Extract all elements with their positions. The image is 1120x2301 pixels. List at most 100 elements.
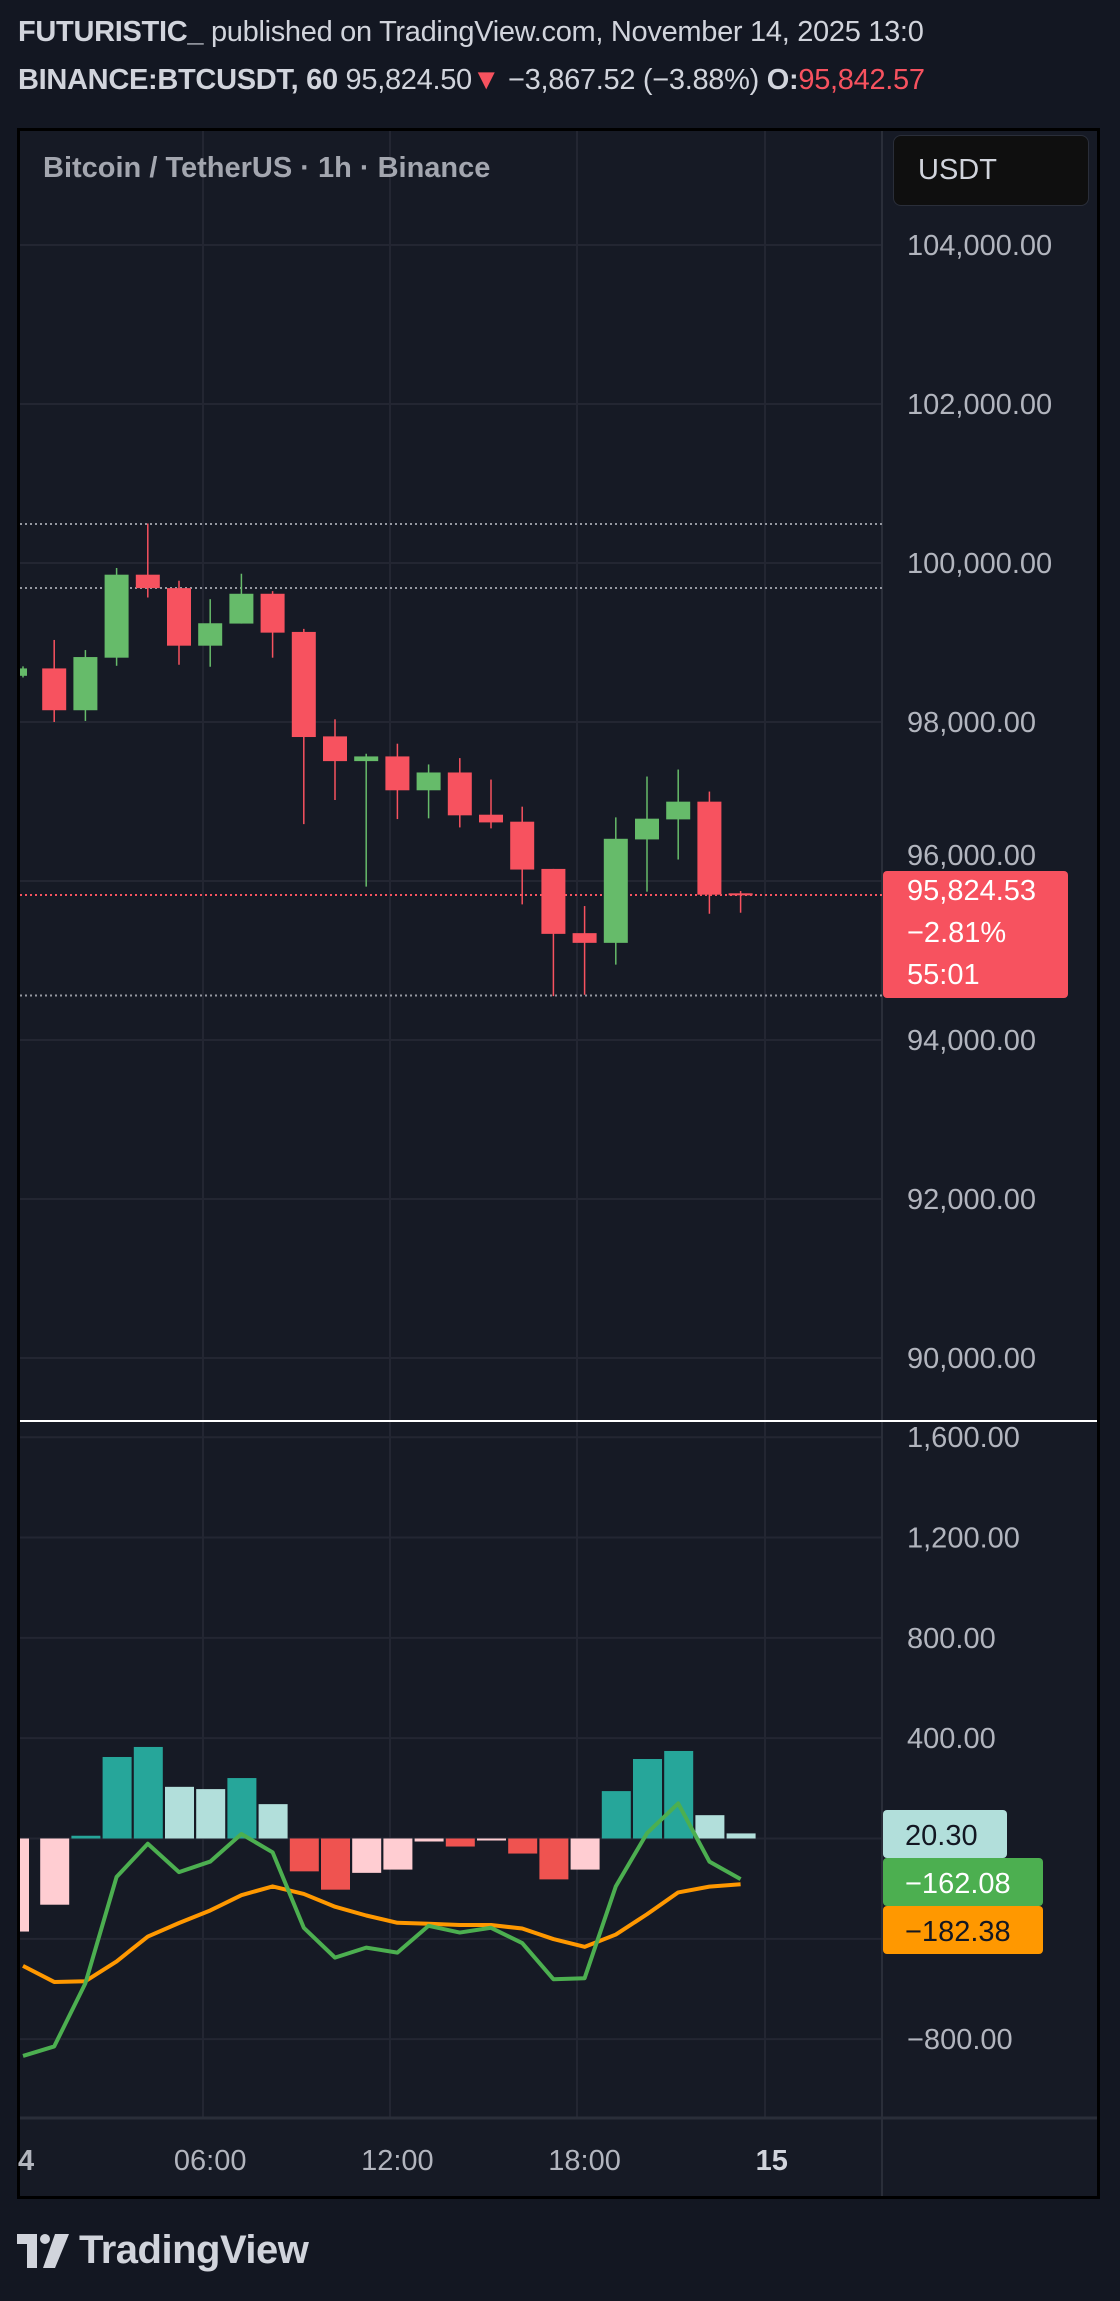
macd-value-label-bg bbox=[883, 1906, 1043, 1954]
candle bbox=[666, 769, 691, 860]
candle bbox=[135, 523, 160, 598]
macd-tick-label: 800.00 bbox=[907, 1623, 996, 1655]
histogram-bar bbox=[477, 1838, 506, 1841]
histogram-bar bbox=[196, 1789, 226, 1839]
price-tick-label: 90,000.00 bbox=[907, 1343, 1036, 1375]
last-price: 95,824.50 bbox=[337, 64, 473, 96]
candle-body bbox=[603, 838, 628, 943]
candle bbox=[635, 776, 659, 892]
open-label: O: bbox=[766, 64, 799, 96]
macd-value-label-histogram: 20.30 bbox=[883, 1810, 1007, 1858]
macd-tick-label: −800.00 bbox=[907, 2024, 1013, 2056]
candle-body bbox=[198, 623, 223, 646]
signal-line bbox=[22, 1882, 741, 1984]
candle-body bbox=[73, 657, 98, 711]
histogram-bar bbox=[289, 1838, 319, 1872]
candle bbox=[104, 568, 129, 666]
histogram-bar bbox=[445, 1838, 475, 1847]
symbol-info: BINANCE:BTCUSDT, 60 95,824.50▼ −3,867.52… bbox=[18, 64, 925, 97]
publish-info: FUTURISTIC_ published on TradingView.com… bbox=[18, 16, 924, 49]
last-price-change: −2.81% bbox=[907, 917, 1006, 949]
candle bbox=[416, 764, 441, 819]
candle bbox=[73, 650, 98, 721]
macd-tick-label: 400.00 bbox=[907, 1723, 996, 1755]
candle bbox=[603, 817, 628, 965]
last-price-label-bg bbox=[883, 871, 1068, 998]
price-tick-label: 100,000.00 bbox=[907, 548, 1052, 580]
open-value: 95,842.57 bbox=[798, 64, 925, 96]
candle-body bbox=[229, 593, 254, 624]
candle bbox=[541, 868, 566, 997]
symbol: BINANCE:BTCUSDT, 60 bbox=[18, 64, 338, 96]
histogram-bar bbox=[695, 1815, 725, 1839]
currency-button[interactable]: USDT bbox=[893, 135, 1089, 206]
last-price-label: 95,824.53 −2.81% 55:01 bbox=[883, 871, 1068, 998]
candle bbox=[510, 806, 535, 905]
author-name[interactable]: FUTURISTIC_ bbox=[18, 16, 204, 48]
macd-value-label-bg bbox=[883, 1858, 1043, 1906]
time-tick-label: 06:00 bbox=[174, 2145, 247, 2177]
histogram-bar bbox=[539, 1838, 569, 1880]
candle bbox=[167, 580, 191, 665]
tradingview-logo[interactable]: TradingView bbox=[17, 2228, 309, 2273]
candle-body bbox=[447, 772, 472, 816]
time-tick-label: 4 bbox=[18, 2145, 34, 2177]
price-change: −3,867.52 (−3.88%) bbox=[500, 64, 767, 96]
histogram-bar bbox=[383, 1838, 413, 1870]
histogram-bar bbox=[633, 1758, 662, 1839]
histogram-bar bbox=[102, 1756, 132, 1839]
candle-body bbox=[416, 772, 441, 791]
candle bbox=[42, 639, 67, 722]
macd-value-label-macd: −162.08 bbox=[883, 1858, 1043, 1906]
candle bbox=[697, 791, 722, 914]
chart-title: Bitcoin / TetherUS · 1h · Binance bbox=[43, 152, 491, 184]
price-tick-label: 102,000.00 bbox=[907, 389, 1052, 421]
candle-body bbox=[20, 668, 27, 676]
histogram-bar bbox=[40, 1838, 70, 1905]
macd-value-histogram: 20.30 bbox=[905, 1820, 978, 1852]
candle-body bbox=[479, 814, 503, 823]
histogram-bar bbox=[258, 1804, 288, 1839]
candle bbox=[229, 573, 254, 624]
candle-body bbox=[510, 821, 535, 870]
time-tick-label: 12:00 bbox=[361, 2145, 434, 2177]
candle-body bbox=[42, 668, 67, 711]
candle bbox=[728, 891, 753, 913]
histogram-bar bbox=[570, 1838, 600, 1870]
histogram-bar bbox=[726, 1833, 756, 1839]
candle bbox=[260, 591, 285, 658]
price-tick-label: 94,000.00 bbox=[907, 1025, 1036, 1057]
macd-line bbox=[22, 1801, 742, 2058]
histogram-bar bbox=[20, 1838, 29, 1932]
macd-tick-label: 1,600.00 bbox=[907, 1422, 1020, 1454]
candle-body bbox=[385, 756, 410, 791]
macd-value-label-bg bbox=[883, 1810, 1007, 1858]
histogram-bar bbox=[352, 1838, 382, 1873]
histogram-bar bbox=[133, 1746, 163, 1839]
candle-body bbox=[728, 893, 753, 896]
time-tick-label: 15 bbox=[756, 2145, 788, 2177]
macd-value-signal: −182.38 bbox=[905, 1916, 1011, 1948]
candle-body bbox=[635, 818, 659, 840]
candle-body bbox=[260, 593, 285, 633]
candle-body bbox=[697, 801, 722, 895]
histogram-bar bbox=[71, 1835, 101, 1839]
candle bbox=[385, 743, 410, 820]
histogram-bar bbox=[227, 1778, 257, 1839]
candle bbox=[198, 599, 223, 667]
price-tick-label: 98,000.00 bbox=[907, 707, 1036, 739]
macd-value-macd: −162.08 bbox=[905, 1868, 1011, 1900]
last-price-price: 95,824.53 bbox=[907, 875, 1036, 907]
candle-body bbox=[135, 574, 160, 589]
candle-body bbox=[541, 868, 566, 934]
candle bbox=[323, 719, 347, 800]
macd-value-label-signal: −182.38 bbox=[883, 1906, 1043, 1954]
logo-text: TradingView bbox=[79, 2228, 309, 2272]
price-tick-label: 96,000.00 bbox=[907, 840, 1036, 872]
last-price-countdown: 55:01 bbox=[907, 959, 980, 991]
candle bbox=[20, 666, 27, 678]
candle bbox=[572, 906, 597, 995]
time-tick-label: 18:00 bbox=[548, 2145, 621, 2177]
histogram-bar bbox=[508, 1838, 538, 1854]
